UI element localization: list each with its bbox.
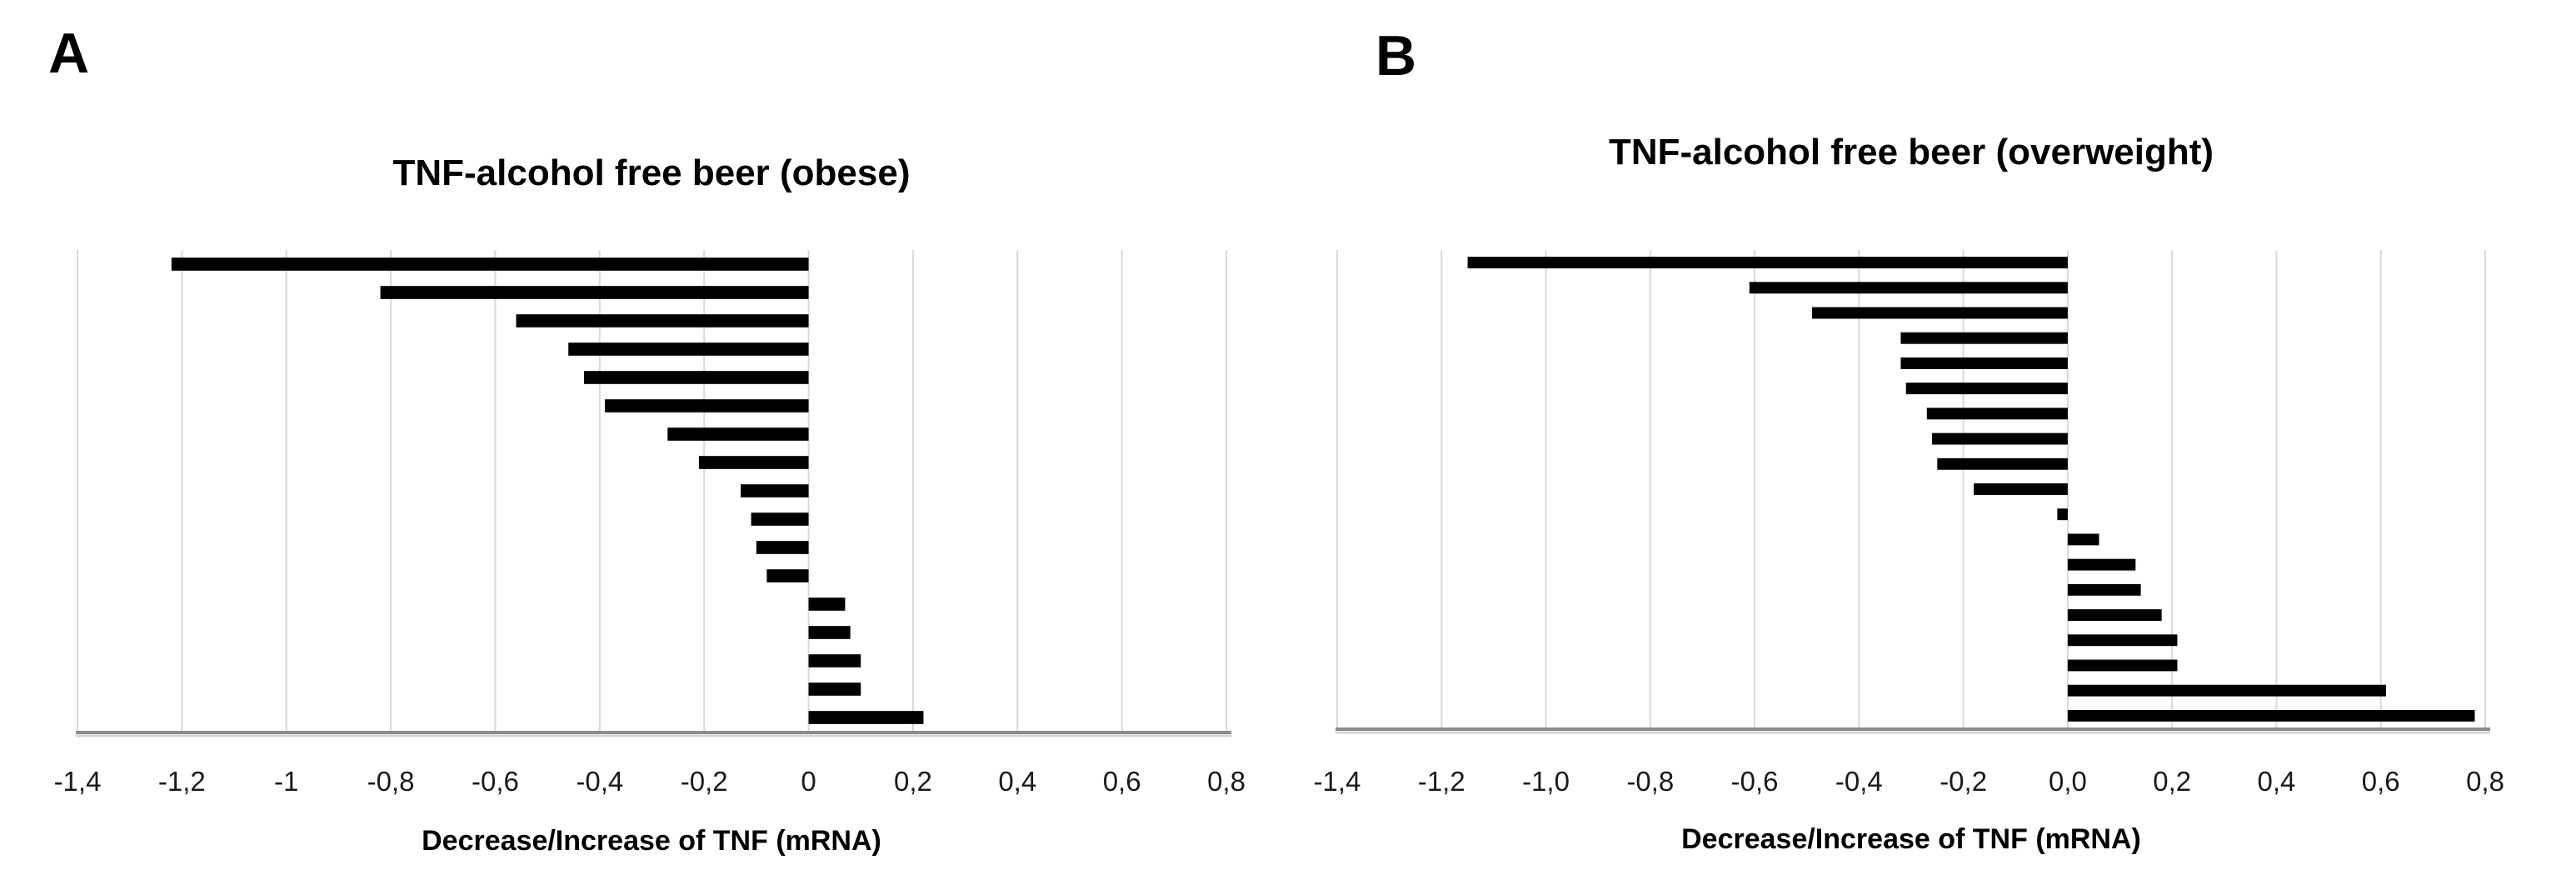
bar-chart-overweight: -1,4 -1,2 -1,0 -0,8 -0,6 -0,4 -0,2 0,0 0,2 0,4 0,6… bbox=[1314, 250, 2504, 797]
bar bbox=[808, 654, 861, 668]
bar bbox=[2067, 558, 2136, 571]
x-tick-label: 0 bbox=[801, 766, 816, 797]
x-tick-label: 0,4 bbox=[2258, 766, 2296, 797]
bar bbox=[808, 598, 846, 611]
bar bbox=[751, 512, 809, 526]
bar bbox=[741, 484, 809, 498]
chart-title-overweight: TNF-alcohol free beer (overweight) bbox=[1608, 132, 2214, 172]
bar bbox=[1932, 432, 2068, 445]
x-tick-label: 0,6 bbox=[1103, 766, 1141, 797]
bar bbox=[1926, 408, 2068, 420]
x-tick-label: -0,8 bbox=[367, 766, 415, 797]
bar bbox=[1905, 382, 2068, 395]
bar bbox=[380, 286, 809, 299]
bar bbox=[698, 456, 809, 469]
bar bbox=[584, 371, 809, 384]
x-axis-title-overweight: Decrease/Increase of TNF (mRNA) bbox=[1681, 823, 2141, 855]
bar bbox=[1749, 282, 2068, 294]
bar-chart-obese: -1,4 -1,2 -1 -0,8 -0,6 -0,4 -0,2 0 0,2 0,4 0,6 0,8 bbox=[54, 250, 1246, 797]
x-tick-label: 0,8 bbox=[2466, 766, 2504, 797]
bar bbox=[605, 399, 809, 412]
bar bbox=[1467, 257, 2068, 269]
bar bbox=[516, 314, 809, 328]
x-tick-label: -0,2 bbox=[681, 766, 728, 797]
x-tick-label: 0,8 bbox=[1207, 766, 1246, 797]
x-tick-label: -1,0 bbox=[1522, 766, 1570, 797]
x-tick-label: 0,6 bbox=[2362, 766, 2400, 797]
bar bbox=[2067, 609, 2162, 622]
bar bbox=[1900, 357, 2068, 369]
bar bbox=[2057, 508, 2068, 521]
bar bbox=[1974, 483, 2068, 495]
bar bbox=[1937, 458, 2068, 470]
x-tick-label: -0,2 bbox=[1939, 766, 1987, 797]
chart-title-obese: TNF-alcohol free beer (obese) bbox=[392, 152, 911, 193]
bar bbox=[2067, 583, 2141, 596]
bar bbox=[1811, 307, 2068, 319]
x-tick-label: -0,4 bbox=[1835, 766, 1883, 797]
x-tick-label: -0,6 bbox=[472, 766, 519, 797]
x-tick-label: 0,2 bbox=[894, 766, 932, 797]
panel-a-label: A bbox=[48, 22, 90, 85]
bar bbox=[808, 711, 924, 724]
x-tick-label: 0,4 bbox=[998, 766, 1036, 797]
panel-b: B TNF-alcohol free beer (overweight) -1,… bbox=[1288, 0, 2576, 890]
bar bbox=[568, 342, 809, 356]
x-tick-label: -1,4 bbox=[54, 766, 102, 797]
bar bbox=[171, 258, 809, 271]
x-tick-label: -0,4 bbox=[576, 766, 623, 797]
bar bbox=[808, 626, 851, 639]
panel-b-label: B bbox=[1375, 24, 1417, 88]
bar bbox=[766, 569, 809, 582]
x-tick-label: -1,2 bbox=[1418, 766, 1465, 797]
bar bbox=[667, 428, 809, 441]
x-tick-label: -0,6 bbox=[1731, 766, 1779, 797]
bar bbox=[2067, 533, 2099, 546]
x-axis-title-obese: Decrease/Increase of TNF (mRNA) bbox=[422, 825, 881, 857]
x-tick-label: -1 bbox=[274, 766, 298, 797]
x-tick-label: -1,2 bbox=[158, 766, 206, 797]
bar bbox=[756, 541, 809, 554]
bar bbox=[2067, 684, 2386, 697]
bar bbox=[2067, 634, 2178, 647]
x-tick-label: -0,8 bbox=[1626, 766, 1674, 797]
x-tick-label: 0,0 bbox=[2049, 766, 2087, 797]
bar bbox=[1900, 332, 2068, 344]
panel-a: A TNF-alcohol free beer (obese) -1,4 -1,2… bbox=[48, 22, 1246, 857]
x-tick-label: 0,2 bbox=[2153, 766, 2191, 797]
bar bbox=[808, 682, 861, 696]
x-tick-label: -1,4 bbox=[1314, 766, 1361, 797]
bar bbox=[2067, 709, 2475, 722]
bar bbox=[2067, 659, 2178, 672]
